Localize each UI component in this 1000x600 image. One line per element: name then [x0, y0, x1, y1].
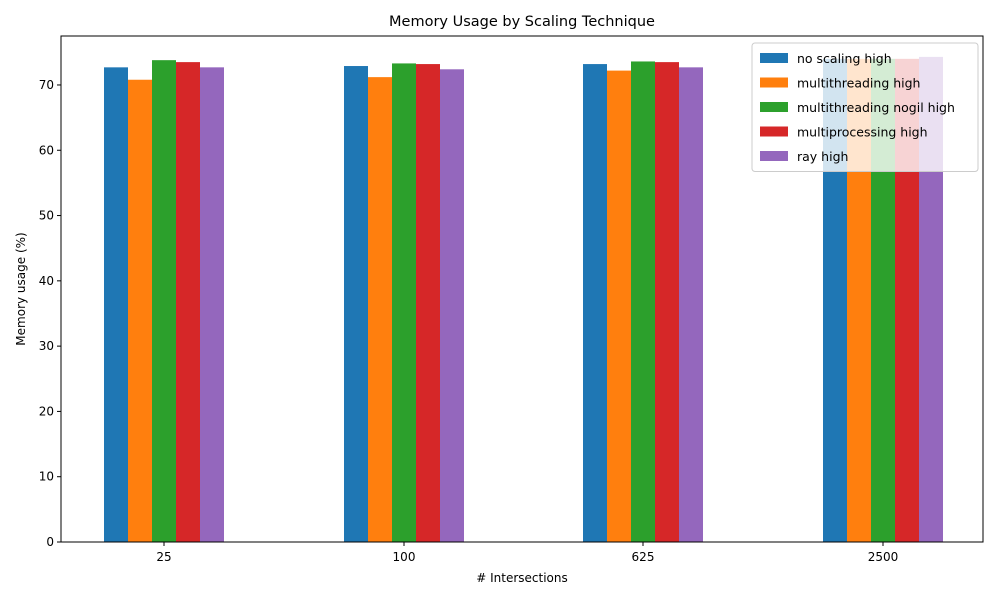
bar-multithreading-nogil-high-625: [631, 61, 655, 543]
legend-swatch: [760, 53, 788, 63]
x-tick-label: 2500: [868, 550, 899, 564]
chart-title: Memory Usage by Scaling Technique: [389, 14, 655, 30]
legend-entry: ray high: [797, 149, 848, 164]
bar-multiprocessing-high-100: [416, 64, 440, 542]
legend-entry: multithreading nogil high: [797, 100, 955, 115]
legend-entry: multiprocessing high: [797, 125, 928, 140]
plot-frame: [60, 35, 984, 543]
y-tick-label: 10: [39, 470, 54, 484]
y-tick-label: 0: [46, 535, 54, 549]
bar-ray-high-625: [679, 67, 703, 542]
legend-box: [751, 42, 979, 172]
bar-ray-high-25: [200, 67, 224, 542]
axes-group: [60, 35, 984, 543]
bar-multithreading-high-625: [607, 70, 631, 542]
x-tick-label: 25: [156, 550, 171, 564]
bar-no-scaling-high-625: [583, 64, 607, 542]
legend-swatch: [760, 151, 788, 161]
x-tick-label: 100: [393, 550, 416, 564]
y-tick-label: 30: [39, 339, 54, 353]
bar-multiprocessing-high-25: [176, 62, 200, 543]
bar-multithreading-nogil-high-100: [392, 63, 416, 543]
x-axis-label: # Intersections: [476, 571, 568, 585]
y-axis-label: Memory usage (%): [14, 232, 28, 345]
bar-multithreading-high-25: [128, 79, 152, 543]
y-tick-label: 60: [39, 143, 54, 157]
y-ticks: 0 10 20 30 40 50 60 70: [39, 78, 61, 549]
y-tick-label: 50: [39, 209, 54, 223]
legend-entry: multithreading high: [797, 76, 920, 91]
bar-no-scaling-high-25: [104, 67, 128, 542]
bar-ray-high-100: [440, 69, 464, 543]
legend-swatch: [760, 102, 788, 112]
legend: no scaling high multithreading high multit…: [751, 42, 979, 172]
bar-no-scaling-high-100: [344, 66, 368, 542]
bar-multiprocessing-high-625: [655, 62, 679, 543]
legend-swatch: [760, 77, 788, 88]
legend-swatch: [760, 126, 788, 137]
x-tick-label: 625: [632, 550, 655, 564]
x-ticks: 25 100 625 2500: [156, 542, 898, 564]
y-tick-label: 40: [39, 274, 54, 288]
bar-multithreading-high-100: [368, 77, 392, 542]
bar-multithreading-nogil-high-25: [152, 60, 176, 542]
y-tick-label: 20: [39, 404, 54, 418]
y-tick-label: 70: [39, 78, 54, 92]
legend-entry: no scaling high: [797, 51, 892, 66]
